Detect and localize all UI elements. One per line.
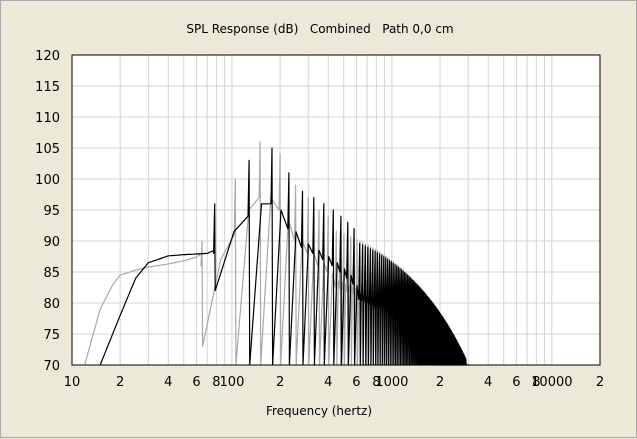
y-tick-label: 120 (35, 49, 60, 64)
y-tick-label: 105 (35, 142, 60, 157)
y-axis-ticks: 70 75 80 85 90 95 100 105 110 115 120 (35, 49, 60, 374)
x-tick-label: 4 (164, 375, 172, 390)
x-tick-label: 100 (220, 375, 245, 390)
x-tick-label: 8 (532, 375, 540, 390)
x-tick-label: 4 (324, 375, 332, 390)
x-tick-label: 8 (212, 375, 220, 390)
y-tick-label: 75 (43, 328, 60, 343)
x-tick-label: 1000 (375, 375, 408, 390)
x-tick-label: 6 (512, 375, 520, 390)
x-tick-label: 2 (276, 375, 284, 390)
x-tick-label: 2 (596, 375, 604, 390)
x-tick-label: 10 (64, 375, 81, 390)
x-tick-label: 6 (192, 375, 200, 390)
x-axis-label: Frequency (hertz) (266, 404, 372, 418)
x-tick-label: 6 (352, 375, 360, 390)
x-tick-label: 4 (484, 375, 492, 390)
x-tick-label: 2 (436, 375, 444, 390)
y-tick-label: 110 (35, 111, 60, 126)
y-tick-label: 80 (43, 297, 60, 312)
y-tick-label: 85 (43, 266, 60, 281)
y-tick-label: 70 (43, 359, 60, 374)
y-tick-label: 95 (43, 204, 60, 219)
x-tick-label: 10000 (531, 375, 572, 390)
x-tick-label: 2 (116, 375, 124, 390)
y-tick-label: 115 (35, 80, 60, 95)
plot-border (71, 54, 601, 366)
y-tick-label: 100 (35, 173, 60, 188)
y-tick-label: 90 (43, 235, 60, 250)
chart-title: SPL Response (dB) Combined Path 0,0 cm (186, 22, 453, 36)
x-tick-label: 8 (372, 375, 380, 390)
